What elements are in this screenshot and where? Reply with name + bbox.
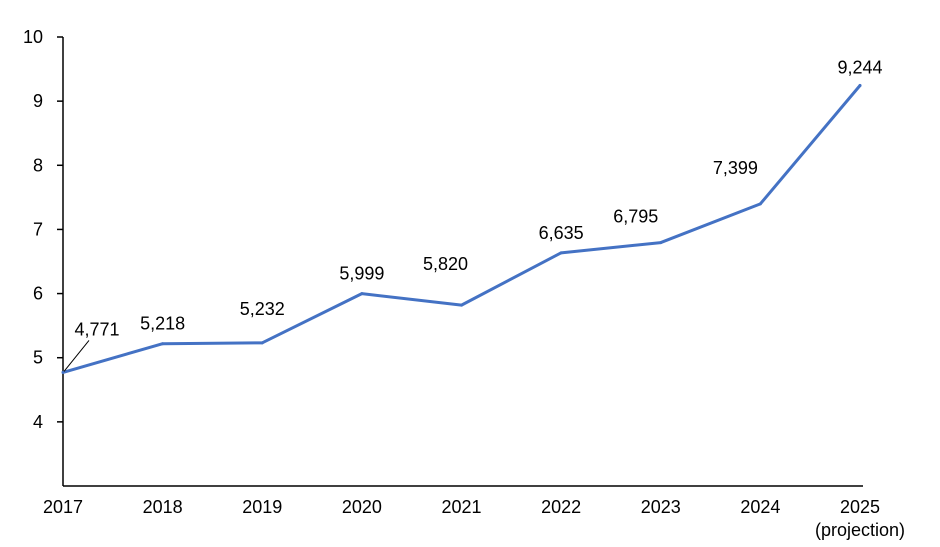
data-label: 5,232 xyxy=(240,299,285,319)
y-tick-label: 8 xyxy=(33,155,43,175)
x-tick-label: 2021 xyxy=(441,497,481,517)
y-axis: 4 5 6 7 8 9 10 xyxy=(23,27,64,486)
label-leader-line xyxy=(63,340,90,372)
y-tick-label: 5 xyxy=(33,348,43,368)
x-tick-label: 2019 xyxy=(242,497,282,517)
data-label: 6,635 xyxy=(539,223,584,243)
data-point xyxy=(360,292,364,296)
data-point xyxy=(260,341,264,345)
x-tick-label: 2024 xyxy=(740,497,780,517)
data-label: 5,820 xyxy=(423,254,468,274)
data-label: 6,795 xyxy=(613,207,658,227)
x-tick-label: 2018 xyxy=(143,497,183,517)
data-point xyxy=(559,251,563,255)
y-tick-label: 7 xyxy=(33,219,43,239)
data-label: 4,771 xyxy=(74,319,119,339)
data-labels: 4,771 5,218 5,232 5,999 5,820 6,635 6,795 7,399… xyxy=(63,57,883,372)
x-tick-label: 2017 xyxy=(43,497,83,517)
y-tick-label: 6 xyxy=(33,284,43,304)
series-layer xyxy=(61,83,862,374)
x-tick-sublabel: (projection) xyxy=(815,520,905,540)
y-tick-label: 4 xyxy=(33,412,43,432)
data-point xyxy=(858,83,862,87)
y-tick-label: 9 xyxy=(33,91,43,111)
data-label: 5,218 xyxy=(140,314,185,334)
data-label: 5,999 xyxy=(339,264,384,284)
x-tick-label: 2025 xyxy=(840,497,880,517)
data-point xyxy=(61,370,65,374)
data-point xyxy=(758,202,762,206)
data-point xyxy=(161,342,165,346)
data-point xyxy=(659,241,663,245)
data-label: 9,244 xyxy=(837,57,882,77)
x-axis: 2017 2018 2019 2020 2021 2022 2023 2024 2025 (pro… xyxy=(43,485,905,540)
x-tick-label: 2020 xyxy=(342,497,382,517)
y-tick-label: 10 xyxy=(23,27,43,47)
data-point xyxy=(460,303,463,307)
x-tick-label: 2023 xyxy=(641,497,681,517)
data-label: 7,399 xyxy=(713,158,758,178)
x-tick-label: 2022 xyxy=(541,497,581,517)
